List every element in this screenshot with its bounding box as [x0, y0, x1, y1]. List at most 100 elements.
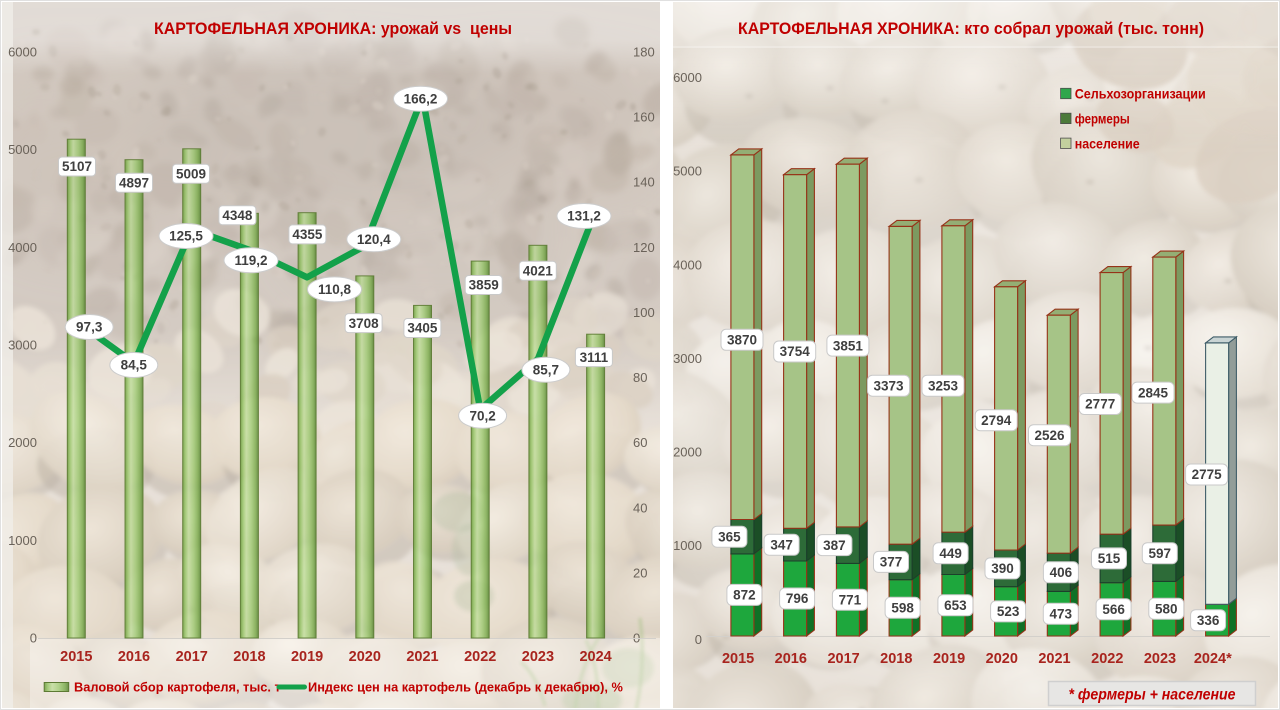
svg-text:5000: 5000 [8, 142, 37, 157]
svg-text:2020: 2020 [349, 649, 381, 665]
svg-text:110,8: 110,8 [318, 282, 352, 297]
svg-text:85,7: 85,7 [533, 363, 559, 378]
svg-text:2018: 2018 [880, 651, 912, 667]
svg-text:796: 796 [786, 591, 809, 606]
svg-text:120,4: 120,4 [357, 232, 391, 247]
svg-text:3000: 3000 [8, 338, 37, 353]
svg-text:4355: 4355 [292, 227, 323, 242]
svg-text:365: 365 [718, 529, 741, 544]
svg-text:3708: 3708 [349, 316, 380, 331]
svg-text:2020: 2020 [986, 651, 1018, 667]
svg-text:1000: 1000 [673, 538, 702, 553]
svg-text:2021: 2021 [406, 649, 438, 665]
svg-text:2023: 2023 [1144, 651, 1176, 667]
svg-text:Сельхозорганизации: Сельхозорганизации [1075, 86, 1206, 102]
svg-text:336: 336 [1197, 613, 1220, 628]
svg-text:2023: 2023 [522, 649, 554, 665]
svg-text:3253: 3253 [928, 378, 959, 393]
svg-text:4348: 4348 [222, 208, 253, 223]
svg-text:180: 180 [633, 45, 655, 60]
svg-text:120: 120 [633, 240, 655, 255]
svg-text:2022: 2022 [1091, 651, 1123, 667]
svg-text:406: 406 [1050, 565, 1073, 580]
svg-text:125,5: 125,5 [169, 229, 203, 244]
svg-text:0: 0 [30, 631, 37, 646]
svg-text:4000: 4000 [673, 257, 702, 272]
svg-text:2017: 2017 [827, 651, 859, 667]
svg-text:160: 160 [633, 110, 655, 125]
svg-text:2019: 2019 [291, 649, 323, 665]
svg-text:140: 140 [633, 175, 655, 190]
svg-text:84,5: 84,5 [121, 358, 148, 373]
svg-text:2017: 2017 [176, 649, 208, 665]
svg-text:449: 449 [939, 546, 962, 561]
svg-text:5107: 5107 [62, 159, 92, 174]
svg-text:2526: 2526 [1034, 428, 1065, 443]
svg-text:40: 40 [633, 500, 647, 515]
svg-text:0: 0 [695, 632, 702, 647]
svg-text:2018: 2018 [233, 649, 265, 665]
svg-text:390: 390 [991, 561, 1014, 576]
svg-text:166,2: 166,2 [404, 91, 438, 106]
svg-text:2019: 2019 [933, 651, 965, 667]
svg-text:6000: 6000 [8, 45, 37, 60]
svg-text:70,2: 70,2 [469, 408, 495, 423]
svg-text:3870: 3870 [727, 333, 757, 348]
svg-text:* фермеры + население: * фермеры + население [1069, 687, 1236, 704]
svg-text:473: 473 [1050, 606, 1073, 621]
svg-text:3851: 3851 [833, 338, 864, 353]
svg-text:131,2: 131,2 [567, 209, 601, 224]
svg-text:КАРТОФЕЛЬНАЯ ХРОНИКА: урожай v: КАРТОФЕЛЬНАЯ ХРОНИКА: урожай vs цены [154, 20, 512, 38]
svg-text:2000: 2000 [8, 435, 37, 450]
svg-text:3859: 3859 [469, 278, 499, 293]
svg-text:597: 597 [1149, 546, 1172, 561]
svg-text:580: 580 [1155, 601, 1178, 616]
svg-text:3754: 3754 [780, 344, 811, 359]
svg-text:100: 100 [633, 305, 655, 320]
svg-text:771: 771 [839, 592, 862, 607]
svg-text:3111: 3111 [580, 350, 609, 365]
svg-text:КАРТОФЕЛЬНАЯ ХРОНИКА: кто собр: КАРТОФЕЛЬНАЯ ХРОНИКА: кто собрал урожай … [738, 20, 1204, 38]
svg-text:2016: 2016 [118, 649, 150, 665]
svg-text:2021: 2021 [1038, 651, 1070, 667]
svg-text:5000: 5000 [673, 164, 702, 179]
svg-text:2015: 2015 [60, 649, 92, 665]
svg-text:2777: 2777 [1085, 397, 1115, 412]
svg-text:872: 872 [733, 588, 756, 603]
svg-text:598: 598 [891, 601, 914, 616]
svg-text:80: 80 [633, 370, 647, 385]
svg-text:6000: 6000 [673, 70, 702, 85]
svg-text:3000: 3000 [673, 351, 702, 366]
svg-text:Валовой сбор картофеля, тыс. т: Валовой сбор картофеля, тыс. т [74, 680, 281, 695]
svg-text:4021: 4021 [523, 264, 554, 279]
svg-text:1000: 1000 [8, 533, 37, 548]
svg-text:4897: 4897 [119, 175, 149, 190]
svg-text:2845: 2845 [1138, 385, 1169, 400]
svg-text:119,2: 119,2 [234, 253, 267, 268]
svg-text:фермеры: фермеры [1075, 110, 1130, 126]
svg-text:4000: 4000 [8, 240, 37, 255]
svg-text:2024: 2024 [579, 649, 611, 665]
svg-text:60: 60 [633, 435, 647, 450]
svg-text:2016: 2016 [775, 651, 807, 667]
svg-text:2024*: 2024* [1194, 651, 1232, 667]
svg-text:2015: 2015 [722, 651, 754, 667]
svg-text:97,3: 97,3 [76, 320, 103, 335]
svg-text:377: 377 [880, 555, 903, 570]
svg-text:2794: 2794 [981, 413, 1012, 428]
svg-text:2000: 2000 [673, 445, 702, 460]
svg-text:653: 653 [944, 598, 967, 613]
svg-text:население: население [1075, 135, 1140, 151]
svg-text:Индекс цен на картофель (декаб: Индекс цен на картофель (декабрь к декаб… [308, 680, 623, 695]
svg-text:5009: 5009 [176, 167, 206, 182]
svg-text:2022: 2022 [464, 649, 496, 665]
svg-text:20: 20 [633, 565, 647, 580]
svg-text:515: 515 [1098, 551, 1121, 566]
svg-text:387: 387 [823, 538, 846, 553]
svg-text:523: 523 [997, 604, 1020, 619]
svg-text:2775: 2775 [1192, 467, 1223, 482]
svg-text:3405: 3405 [407, 321, 438, 336]
svg-text:3373: 3373 [873, 378, 904, 393]
svg-text:566: 566 [1102, 602, 1125, 617]
svg-text:347: 347 [770, 537, 793, 552]
